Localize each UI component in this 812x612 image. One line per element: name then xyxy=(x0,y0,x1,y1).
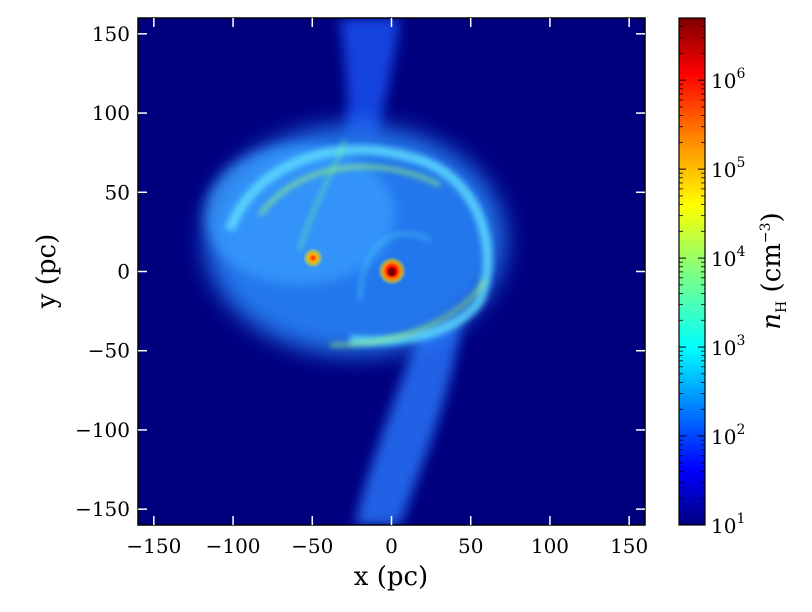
cbar-tick-label: 102 xyxy=(711,422,745,449)
colorbar xyxy=(678,17,706,526)
x-tick-label: 50 xyxy=(458,534,483,558)
y-axis: −150 −100 −50 0 50 100 150 xyxy=(75,22,645,521)
x-tick-label: 100 xyxy=(531,534,569,558)
x-tick-label: −50 xyxy=(291,534,333,558)
cbar-tick-label: 105 xyxy=(711,155,745,182)
y-tick-label: −50 xyxy=(88,339,130,363)
y-axis-label: y (pc) xyxy=(32,234,62,309)
cbar-tick-label: 103 xyxy=(711,333,745,360)
x-tick-label: −150 xyxy=(126,534,181,558)
cbar-tick-label: 106 xyxy=(711,66,745,93)
cbar-tick-label: 104 xyxy=(711,244,745,271)
x-tick-label: −100 xyxy=(206,534,261,558)
cbar-tick-label: 101 xyxy=(711,511,745,538)
colorbar-label: nH (cm−3) xyxy=(757,212,790,329)
x-axis-label: x (pc) xyxy=(354,562,428,592)
y-tick-label: 100 xyxy=(92,101,130,125)
x-axis: −150 −100 −50 0 50 100 150 xyxy=(126,18,648,558)
y-tick-label: −150 xyxy=(75,497,130,521)
colorbar-ticks: 101 102 103 104 105 106 xyxy=(679,17,745,538)
x-tick-label: 150 xyxy=(610,534,648,558)
secondary-clump xyxy=(303,248,323,268)
y-tick-label: 50 xyxy=(105,180,130,204)
y-tick-label: −100 xyxy=(75,418,130,442)
y-tick-label: 0 xyxy=(117,260,130,284)
density-map xyxy=(205,18,505,525)
y-tick-label: 150 xyxy=(92,22,130,46)
x-tick-label: 0 xyxy=(385,534,398,558)
